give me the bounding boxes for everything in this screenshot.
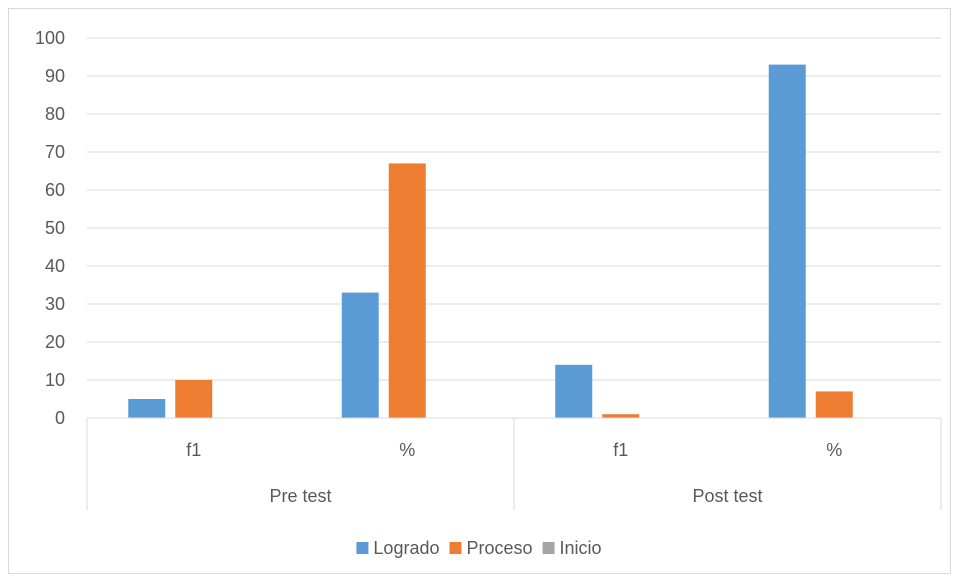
- bar-proceso: [815, 391, 853, 418]
- y-tick-label: 60: [45, 180, 65, 200]
- legend-swatch-inicio: [542, 542, 555, 554]
- bar-logrado: [768, 64, 806, 418]
- y-tick-label: 80: [45, 104, 65, 124]
- gridlines: [87, 37, 941, 381]
- x-tick-label: %: [826, 440, 842, 460]
- legend: Logrado Proceso Inicio: [356, 538, 602, 558]
- y-tick-label: 10: [45, 370, 65, 390]
- y-tick-label: 20: [45, 332, 65, 352]
- y-tick-label: 100: [35, 28, 65, 48]
- x-tick-label: f1: [186, 440, 201, 460]
- group-label: Pre test: [269, 486, 331, 506]
- y-tick-label: 40: [45, 256, 65, 276]
- bar-logrado: [128, 399, 166, 418]
- y-tick-label: 70: [45, 142, 65, 162]
- y-tick-label: 90: [45, 66, 65, 86]
- y-tick-label: 50: [45, 218, 65, 238]
- legend-label-inicio: Inicio: [560, 538, 602, 558]
- bar-proceso: [175, 380, 213, 418]
- x-tick-label: %: [399, 440, 415, 460]
- legend-label-logrado: Logrado: [373, 538, 439, 558]
- legend-swatch-logrado: [356, 542, 369, 554]
- bar-proceso: [602, 414, 640, 418]
- y-tick-label: 30: [45, 294, 65, 314]
- y-tick-label: 0: [55, 408, 65, 428]
- bars: [128, 64, 853, 418]
- axes: 0 10 20 30 40 50 60 70 80 90 100 f1% f1 % Pre test Post…: [35, 28, 942, 510]
- group-label: Post test: [692, 486, 762, 506]
- bar-logrado: [555, 364, 593, 418]
- bar-proceso: [388, 163, 426, 418]
- legend-swatch-proceso: [449, 542, 462, 554]
- x-tick-label: f1: [613, 440, 628, 460]
- legend-label-proceso: Proceso: [466, 538, 532, 558]
- bar-logrado: [341, 292, 379, 418]
